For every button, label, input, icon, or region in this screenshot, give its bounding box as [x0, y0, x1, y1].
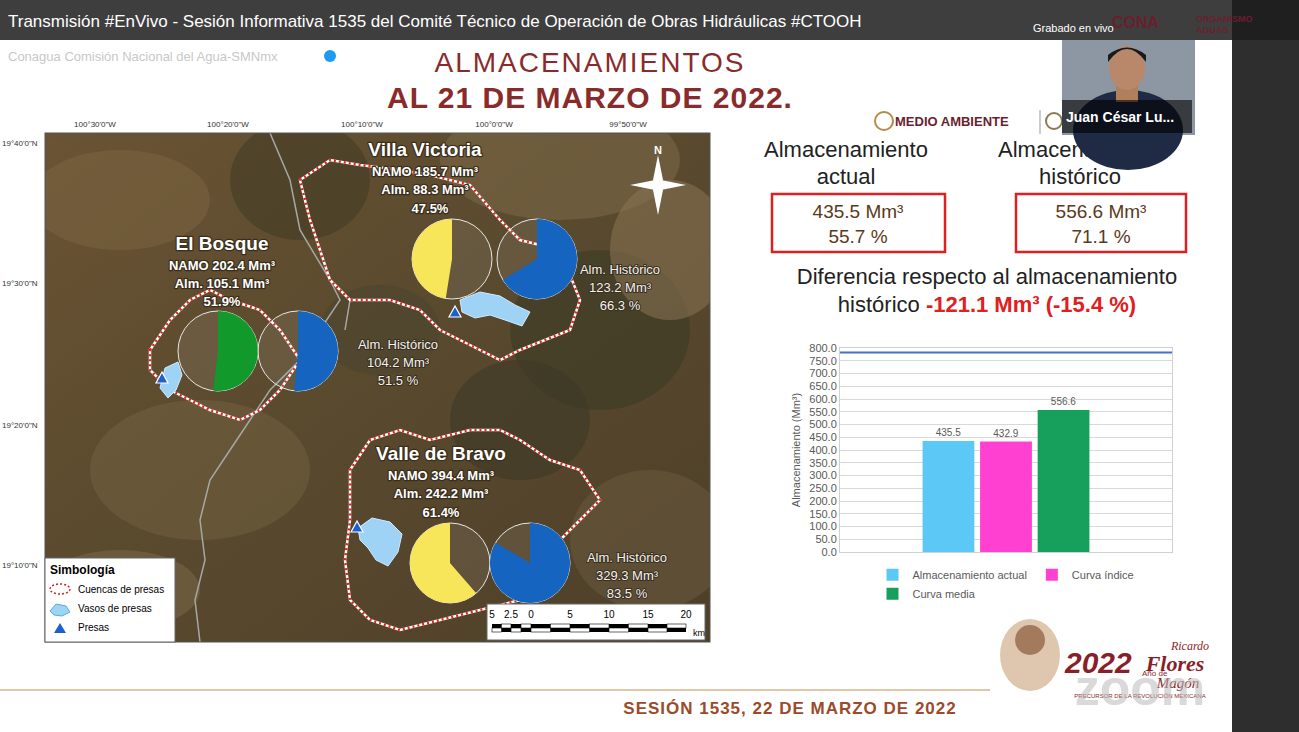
svg-text:100°10'0"W: 100°10'0"W [341, 120, 383, 129]
svg-text:Ricardo: Ricardo [1170, 639, 1210, 653]
svg-text:650.0: 650.0 [809, 380, 837, 392]
svg-text:5: 5 [567, 609, 573, 620]
svg-text:51.9%: 51.9% [204, 294, 241, 309]
svg-text:Almacenamiento: Almacenamiento [764, 137, 928, 162]
svg-text:750.0: 750.0 [809, 355, 837, 367]
svg-text:Almacenamiento actual: Almacenamiento actual [913, 569, 1027, 581]
svg-text:Villa Victoria: Villa Victoria [368, 139, 482, 160]
svg-text:Alm. 105.1 Mm³: Alm. 105.1 Mm³ [175, 276, 270, 291]
svg-text:Curva media: Curva media [913, 588, 976, 600]
svg-text:NAMO 185.7 Mm³: NAMO 185.7 Mm³ [372, 164, 479, 179]
svg-text:19°20'0"N: 19°20'0"N [2, 421, 38, 430]
svg-text:10: 10 [603, 609, 615, 620]
svg-text:zoom: zoom [1075, 660, 1206, 716]
svg-text:MEDIO AMBIENTE: MEDIO AMBIENTE [895, 114, 1009, 129]
svg-text:Valle de Bravo: Valle de Bravo [376, 443, 506, 464]
svg-text:Curva índice: Curva índice [1072, 569, 1134, 581]
svg-text:123.2 Mm³: 123.2 Mm³ [589, 280, 652, 295]
svg-text:AL 21 DE MARZO DE 2022.: AL 21 DE MARZO DE 2022. [387, 81, 793, 114]
svg-text:Alm. 88.3 Mm³: Alm. 88.3 Mm³ [381, 182, 469, 197]
svg-text:5: 5 [489, 609, 495, 620]
svg-text:15: 15 [642, 609, 654, 620]
svg-text:SESIÓN 1535, 22 DE MARZO DE 20: SESIÓN 1535, 22 DE MARZO DE 2022 [623, 699, 956, 718]
svg-text:Almacenamiento (Mm³): Almacenamiento (Mm³) [790, 393, 802, 507]
svg-text:20: 20 [680, 609, 692, 620]
svg-text:250.0: 250.0 [809, 482, 837, 494]
svg-text:Alm. 242.2 Mm³: Alm. 242.2 Mm³ [394, 486, 489, 501]
svg-text:Alm. Histórico: Alm. Histórico [587, 550, 667, 565]
svg-text:Alm. Histórico: Alm. Histórico [580, 262, 660, 277]
svg-text:99°50'0"W: 99°50'0"W [609, 120, 647, 129]
svg-text:150.0: 150.0 [809, 508, 837, 520]
svg-text:El Bosque: El Bosque [176, 233, 269, 254]
svg-text:0.0: 0.0 [822, 546, 837, 558]
svg-text:NAMO 394.4 Mm³: NAMO 394.4 Mm³ [388, 468, 495, 483]
svg-text:66.3 %: 66.3 % [600, 298, 641, 313]
svg-text:19°10'0"N: 19°10'0"N [2, 561, 38, 570]
svg-text:Alm. Histórico: Alm. Histórico [358, 337, 438, 352]
svg-text:Vasos de presas: Vasos de presas [78, 603, 152, 614]
svg-text:71.1 %: 71.1 % [1071, 226, 1130, 247]
svg-text:histórico: histórico [1039, 164, 1121, 189]
svg-text:CONA: CONA [1112, 14, 1160, 31]
svg-text:N: N [654, 144, 662, 156]
svg-text:432.9: 432.9 [993, 428, 1018, 439]
svg-text:19°40'0"N: 19°40'0"N [2, 139, 38, 148]
svg-text:100°0'0"W: 100°0'0"W [475, 120, 513, 129]
svg-text:Diferencia respecto al almacen: Diferencia respecto al almacenamiento [797, 264, 1177, 289]
svg-text:500.0: 500.0 [809, 418, 837, 430]
svg-text:550.0: 550.0 [809, 406, 837, 418]
svg-text:400.0: 400.0 [809, 444, 837, 456]
svg-text:100.0: 100.0 [809, 520, 837, 532]
svg-text:Simbología: Simbología [50, 563, 115, 577]
svg-text:61.4%: 61.4% [423, 505, 460, 520]
svg-text:Presas: Presas [78, 622, 109, 633]
svg-text:50.0: 50.0 [815, 533, 836, 545]
svg-text:350.0: 350.0 [809, 457, 837, 469]
svg-text:450.0: 450.0 [809, 431, 837, 443]
svg-text:Grabado en vivo: Grabado en vivo [1033, 22, 1114, 34]
svg-text:200.0: 200.0 [809, 495, 837, 507]
svg-text:km: km [693, 628, 705, 638]
svg-text:ALMACENAMIENTOS: ALMACENAMIENTOS [434, 47, 745, 78]
svg-text:329.3 Mm³: 329.3 Mm³ [596, 568, 659, 583]
svg-text:Transmisión #EnVivo - Sesión I: Transmisión #EnVivo - Sesión Informativa… [8, 12, 862, 31]
svg-text:556.6: 556.6 [1051, 396, 1076, 407]
svg-text:556.6 Mm³: 556.6 Mm³ [1056, 201, 1147, 222]
svg-text:100°20'0"W: 100°20'0"W [207, 120, 249, 129]
svg-text:Cuencas de presas: Cuencas de presas [78, 584, 164, 595]
svg-text:104.2 Mm³: 104.2 Mm³ [367, 355, 430, 370]
svg-text:actual: actual [817, 164, 876, 189]
svg-text:83.5 %: 83.5 % [607, 586, 648, 601]
svg-text:2.5: 2.5 [504, 609, 518, 620]
svg-text:55.7 %: 55.7 % [828, 226, 887, 247]
svg-text:800.0: 800.0 [809, 342, 837, 354]
svg-text:435.5 Mm³: 435.5 Mm³ [813, 201, 904, 222]
svg-text:100°30'0"W: 100°30'0"W [74, 120, 116, 129]
svg-text:47.5%: 47.5% [412, 201, 449, 216]
svg-text:300.0: 300.0 [809, 469, 837, 481]
svg-text:600.0: 600.0 [809, 393, 837, 405]
svg-text:19°30'0"N: 19°30'0"N [2, 279, 38, 288]
svg-text:700.0: 700.0 [809, 367, 837, 379]
svg-text:435.5: 435.5 [936, 427, 961, 438]
svg-text:AGUAS: AGUAS [1196, 25, 1229, 35]
svg-text:histórico -121.1 Mm³ (-15.4 %): histórico -121.1 Mm³ (-15.4 %) [838, 292, 1136, 317]
svg-text:Juan César Lu...: Juan César Lu... [1066, 109, 1174, 125]
svg-text:ORGANISMO: ORGANISMO [1196, 14, 1253, 24]
svg-text:0: 0 [528, 609, 534, 620]
svg-text:51.5 %: 51.5 % [378, 373, 419, 388]
svg-text:NAMO 202.4 Mm³: NAMO 202.4 Mm³ [169, 258, 276, 273]
svg-text:Conagua Comisión Nacional del: Conagua Comisión Nacional del Agua-SMNmx [8, 49, 278, 64]
